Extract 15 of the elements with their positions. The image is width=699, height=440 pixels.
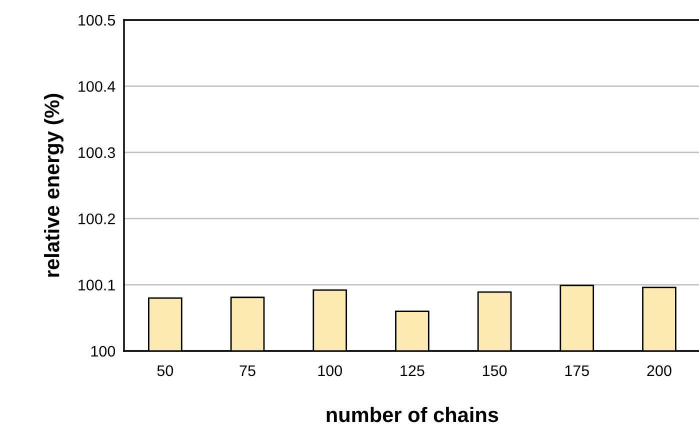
x-tick-label: 125 xyxy=(400,365,424,376)
y-tick-label: 100.2 xyxy=(78,213,115,224)
x-tick-label: 200 xyxy=(647,365,672,376)
y-tick-label: 100 xyxy=(91,346,116,357)
x-tick-label: 75 xyxy=(240,365,256,376)
y-tick-label: 100.4 xyxy=(78,81,116,92)
x-tick-label: 100 xyxy=(318,365,342,376)
x-tick-label: 150 xyxy=(482,365,507,376)
y-tick-label: 100.1 xyxy=(78,280,115,290)
x-tick-label: 175 xyxy=(565,365,589,376)
x-tick-label: 50 xyxy=(157,365,174,376)
y-tick-label: 100.3 xyxy=(78,147,115,158)
y-axis-title: relative energy (%) xyxy=(44,94,64,277)
x-axis-title: number of chains xyxy=(326,406,498,422)
y-tick-label: 100.5 xyxy=(78,14,116,26)
